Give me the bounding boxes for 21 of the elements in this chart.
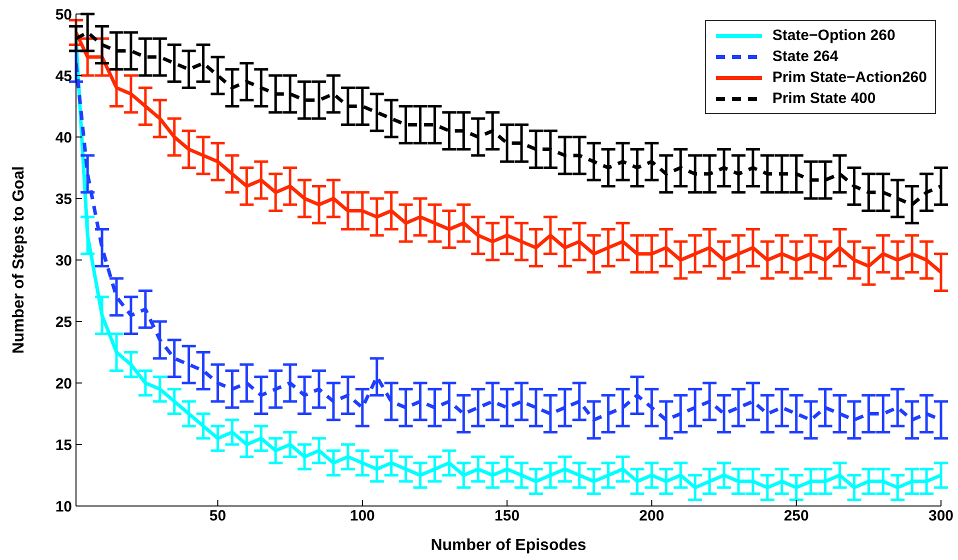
x-tick-label: 50 <box>209 508 226 525</box>
y-tick-label: 45 <box>55 68 72 85</box>
y-tick-label: 35 <box>55 190 72 208</box>
legend-label: Prim State 400 <box>772 89 876 109</box>
y-tick-label: 20 <box>55 375 72 392</box>
y-tick-label: 10 <box>55 498 72 516</box>
y-tick-label: 25 <box>55 314 72 331</box>
x-tick-label: 200 <box>639 508 664 525</box>
x-tick-label: 250 <box>784 508 809 525</box>
legend-label: Prim State−Action260 <box>772 68 927 88</box>
y-axis-title: Number of Steps to Goal <box>10 166 28 354</box>
y-tick-label: 50 <box>55 6 72 24</box>
x-tick-label: 100 <box>350 508 375 525</box>
x-tick-label: 150 <box>494 508 520 525</box>
y-tick-label: 15 <box>55 436 72 454</box>
x-axis-title: Number of Episodes <box>430 537 586 554</box>
y-tick-label: 30 <box>55 252 72 270</box>
legend-label: State−Option 260 <box>772 26 896 46</box>
legend-label: State 264 <box>772 47 838 67</box>
x-tick-label: 300 <box>928 508 954 525</box>
y-tick-label: 40 <box>55 129 72 146</box>
